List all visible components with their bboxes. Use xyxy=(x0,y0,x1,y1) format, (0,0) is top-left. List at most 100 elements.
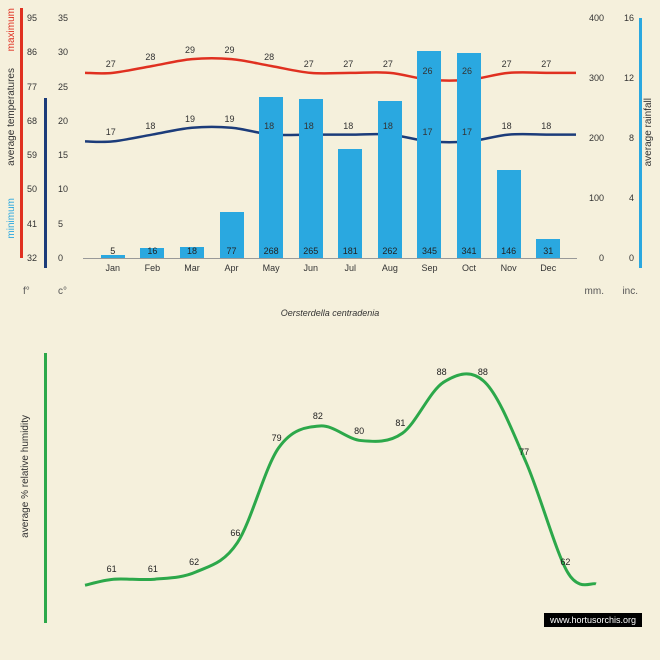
month-label: Mar xyxy=(173,263,211,273)
month-label: Feb xyxy=(133,263,171,273)
humidity-axis xyxy=(44,353,47,623)
rainfall-value: 268 xyxy=(257,246,285,256)
max-temp-value: 27 xyxy=(106,59,116,69)
month-label: Nov xyxy=(490,263,528,273)
min-temp-value: 19 xyxy=(225,114,235,124)
max-temp-value: 27 xyxy=(502,59,512,69)
max-temp-value: 26 xyxy=(462,66,472,76)
min-temp-value: 18 xyxy=(502,121,512,131)
rainfall-bar xyxy=(497,170,521,258)
min-temp-value: 18 xyxy=(541,121,551,131)
max-temp-value: 27 xyxy=(343,59,353,69)
label-avg-rainfall: average rainfall xyxy=(643,98,654,166)
tick-f: 77 xyxy=(27,82,37,92)
rainfall-value: 181 xyxy=(336,246,364,256)
humidity-chart: average % relative humidity www.hortusor… xyxy=(8,335,652,635)
axis-left-blue xyxy=(44,98,47,268)
rainfall-value: 262 xyxy=(376,246,404,256)
axis-right-cyan xyxy=(639,18,642,268)
month-label: Sep xyxy=(410,263,448,273)
max-temp-value: 27 xyxy=(383,59,393,69)
rainfall-bar xyxy=(338,149,362,258)
min-temp-value: 18 xyxy=(304,121,314,131)
min-temp-value: 18 xyxy=(383,121,393,131)
humidity-value: 62 xyxy=(189,557,199,567)
unit-c: c° xyxy=(58,286,67,297)
humidity-value: 79 xyxy=(272,433,282,443)
min-temp-value: 17 xyxy=(106,127,116,137)
label-humidity: average % relative humidity xyxy=(20,415,31,538)
tick-f: 59 xyxy=(27,150,37,160)
min-temp-value: 18 xyxy=(145,121,155,131)
max-temp-value: 27 xyxy=(541,59,551,69)
unit-f: f° xyxy=(23,286,30,297)
rainfall-value: 341 xyxy=(455,246,483,256)
min-temp-value: 17 xyxy=(422,127,432,137)
tick-c: 15 xyxy=(58,150,68,160)
tick-c: 0 xyxy=(58,253,63,263)
axis-left-red xyxy=(20,8,23,258)
tick-c: 35 xyxy=(58,13,68,23)
tick-c: 10 xyxy=(58,184,68,194)
label-minimum: minimum xyxy=(6,198,17,239)
rainfall-bar xyxy=(457,53,481,258)
min-temp-value: 17 xyxy=(462,127,472,137)
min-temp-value: 18 xyxy=(264,121,274,131)
tick-inc: 8 xyxy=(629,133,634,143)
humidity-value: 62 xyxy=(560,557,570,567)
month-label: May xyxy=(252,263,290,273)
month-label: Apr xyxy=(213,263,251,273)
tick-inc: 0 xyxy=(629,253,634,263)
max-temp-value: 28 xyxy=(145,52,155,62)
chart-title: Oersterdella centradenia xyxy=(0,308,660,318)
humidity-value: 77 xyxy=(519,447,529,457)
min-temp-value: 19 xyxy=(185,114,195,124)
humidity-value: 88 xyxy=(437,367,447,377)
month-label: Jun xyxy=(292,263,330,273)
unit-mm: mm. xyxy=(585,286,604,297)
tick-c: 25 xyxy=(58,82,68,92)
month-label: Dec xyxy=(529,263,567,273)
watermark: www.hortusorchis.org xyxy=(544,613,642,627)
rainfall-value: 345 xyxy=(415,246,443,256)
climate-chart-container: minimum average temperatures maximum ave… xyxy=(0,0,660,660)
tick-mm: 100 xyxy=(589,193,604,203)
month-label: Jan xyxy=(94,263,132,273)
tick-mm: 0 xyxy=(599,253,604,263)
tick-c: 5 xyxy=(58,219,63,229)
rainfall-value: 16 xyxy=(138,246,166,256)
max-temp-value: 27 xyxy=(304,59,314,69)
label-avg-temp: average temperatures xyxy=(6,68,17,166)
temp-rainfall-chart: minimum average temperatures maximum ave… xyxy=(8,8,652,303)
tick-f: 95 xyxy=(27,13,37,23)
rainfall-value: 18 xyxy=(178,246,206,256)
tick-mm: 400 xyxy=(589,13,604,23)
month-label: Oct xyxy=(450,263,488,273)
rainfall-value: 265 xyxy=(297,246,325,256)
humidity-line-svg xyxy=(8,335,652,635)
tick-f: 32 xyxy=(27,253,37,263)
humidity-value: 61 xyxy=(148,564,158,574)
tick-inc: 16 xyxy=(624,13,634,23)
tick-inc: 4 xyxy=(629,193,634,203)
axis-x xyxy=(83,258,577,259)
rainfall-value: 77 xyxy=(218,246,246,256)
tick-f: 50 xyxy=(27,184,37,194)
max-temp-value: 29 xyxy=(225,45,235,55)
tick-f: 68 xyxy=(27,116,37,126)
rainfall-value: 146 xyxy=(495,246,523,256)
month-label: Aug xyxy=(371,263,409,273)
month-label: Jul xyxy=(331,263,369,273)
tick-inc: 12 xyxy=(624,73,634,83)
humidity-value: 82 xyxy=(313,411,323,421)
humidity-value: 80 xyxy=(354,426,364,436)
min-temp-value: 18 xyxy=(343,121,353,131)
max-temp-value: 26 xyxy=(422,66,432,76)
label-maximum: maximum xyxy=(6,8,17,51)
tick-c: 20 xyxy=(58,116,68,126)
rainfall-value: 31 xyxy=(534,246,562,256)
humidity-value: 66 xyxy=(230,528,240,538)
humidity-value: 61 xyxy=(107,564,117,574)
unit-inc: inc. xyxy=(622,286,638,297)
rainfall-value: 5 xyxy=(99,246,127,256)
